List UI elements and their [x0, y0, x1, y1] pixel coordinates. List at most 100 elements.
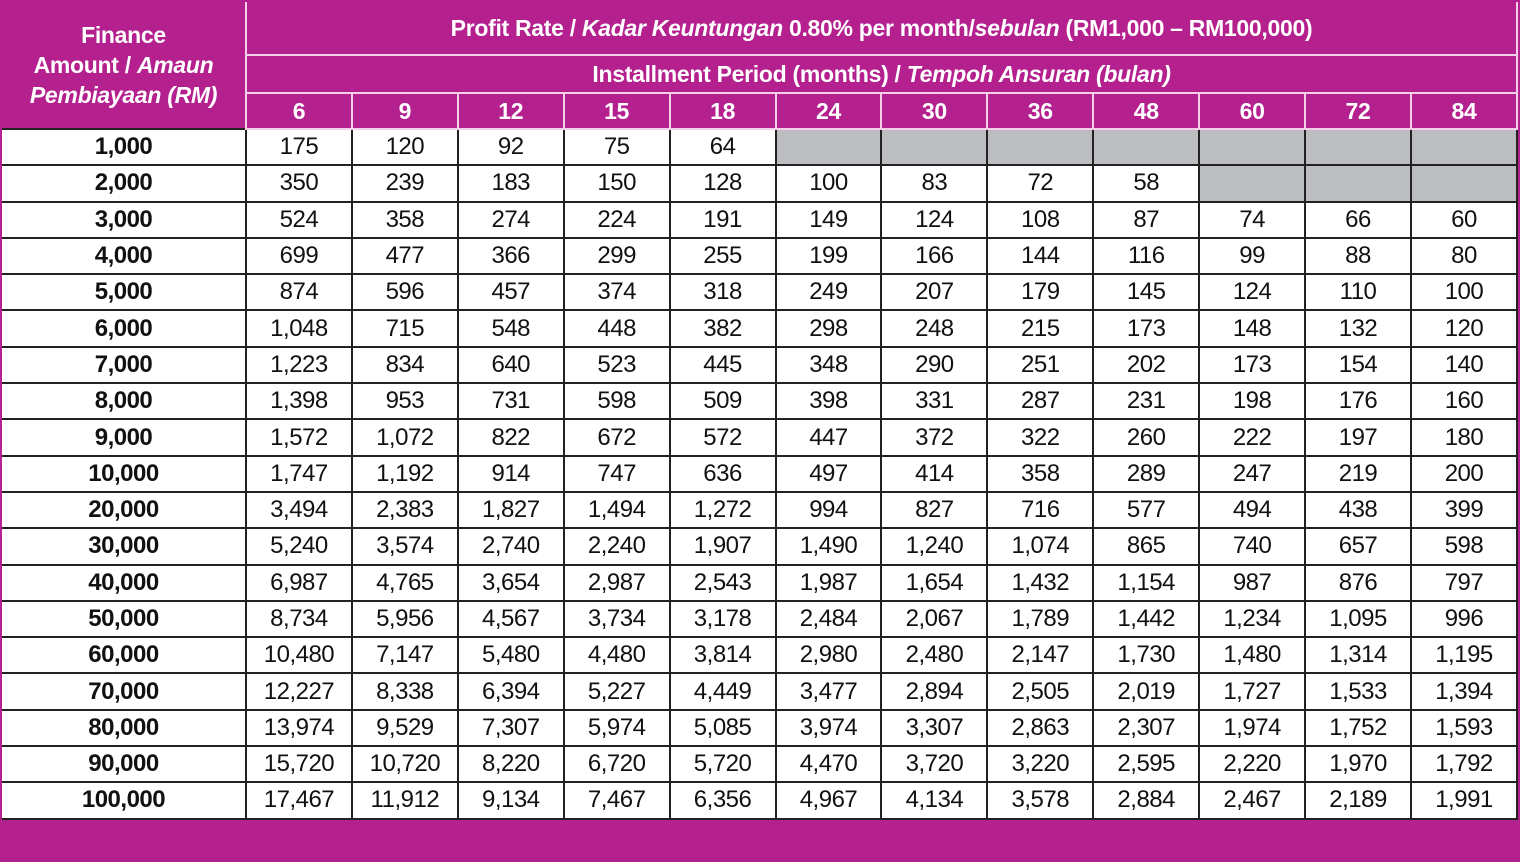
installment-cell: 140	[1409, 345, 1519, 385]
finance-amount-cell: 8,000	[2, 382, 247, 421]
installment-cell: 207	[880, 273, 989, 312]
installment-cell: 1,048	[245, 309, 353, 348]
installment-cell: 3,307	[880, 708, 989, 748]
installment-cell: 348	[774, 345, 883, 385]
installment-cell: 3,574	[350, 527, 459, 566]
installment-cell: 110	[1304, 273, 1412, 312]
table-row: 4,000 699 477 366 299 255 199 166 144 116 99 88 80	[2, 236, 1519, 276]
installment-cell: 215	[986, 309, 1095, 348]
title-text-italic: sebulan	[974, 14, 1060, 41]
installment-cell: 731	[456, 382, 565, 421]
period-title-row: Installment Period (months) / Tempoh Ans…	[2, 54, 1518, 94]
installment-cell: 3,720	[880, 745, 989, 784]
period-header: 9	[350, 92, 459, 130]
installment-cell: 996	[1409, 599, 1519, 639]
installment-cell: 447	[774, 418, 883, 457]
period-header: 18	[668, 92, 777, 130]
installment-cell: 358	[986, 454, 1095, 493]
installment-cell: 1,533	[1304, 672, 1412, 711]
installment-cell: 224	[562, 200, 671, 239]
installment-cell: 15,720	[245, 745, 353, 784]
installment-cell: 1,970	[1304, 745, 1412, 784]
installment-cell: 9,529	[350, 708, 459, 748]
finance-amount-cell: 9,000	[2, 418, 247, 457]
installment-cell: 260	[1092, 418, 1201, 457]
installment-cell: 1,792	[1409, 745, 1519, 784]
period-text-italic: Tempoh Ansuran (bulan)	[906, 60, 1171, 87]
installment-cell: 173	[1198, 345, 1307, 385]
period-header: 60	[1198, 92, 1307, 130]
installment-cell: 699	[245, 236, 353, 276]
installment-cell: 497	[774, 454, 883, 493]
installment-cell: 4,967	[774, 781, 883, 820]
installment-cell: 1,730	[1092, 636, 1201, 675]
installment-cell: 247	[1198, 454, 1307, 493]
installment-table: Finance Amount / Amaun Pembiayaan (RM) P…	[2, 2, 1519, 820]
installment-cell: 358	[350, 200, 459, 239]
finance-amount-cell: 80,000	[2, 708, 247, 748]
installment-cell: 222	[1198, 418, 1307, 457]
installment-cell: 58	[1092, 164, 1201, 203]
installment-cell: 75	[562, 127, 671, 167]
installment-cell: 1,223	[245, 345, 353, 385]
unavailable-cell	[1092, 127, 1201, 167]
unavailable-cell	[1198, 164, 1307, 203]
installment-cell: 239	[350, 164, 459, 203]
installment-cell: 2,480	[880, 636, 989, 675]
period-text: Installment Period (months) /	[592, 60, 907, 87]
header-text-italic: Amaun Pembiayaan (RM)	[29, 52, 218, 108]
installment-cell: 149	[774, 200, 883, 239]
table-row: 80,000 13,974 9,529 7,307 5,974 5,085 3,974 3,3…	[2, 708, 1519, 748]
installment-cell: 822	[456, 418, 565, 457]
installment-cell: 640	[456, 345, 565, 385]
installment-cell: 4,765	[350, 563, 459, 602]
installment-cell: 740	[1198, 527, 1307, 566]
installment-cell: 249	[774, 273, 883, 312]
installment-cell: 108	[986, 200, 1095, 239]
installment-cell: 874	[245, 273, 353, 312]
finance-amount-cell: 6,000	[2, 309, 247, 348]
unavailable-cell	[1304, 127, 1412, 167]
table-row: 3,000 524 358 274 224 191 149 124 108 87 74 66 60	[2, 200, 1519, 239]
unavailable-cell	[986, 127, 1095, 167]
installment-cell: 1,494	[562, 490, 671, 530]
period-header: 84	[1409, 92, 1519, 130]
installment-cell: 191	[668, 200, 777, 239]
installment-cell: 657	[1304, 527, 1412, 566]
finance-amount-cell: 4,000	[2, 236, 247, 276]
installment-cell: 80	[1409, 236, 1519, 276]
installment-cell: 2,240	[562, 527, 671, 566]
installment-cell: 12,227	[245, 672, 353, 711]
period-header: 15	[562, 92, 671, 130]
installment-cell: 17,467	[245, 781, 353, 820]
installment-cell: 524	[245, 200, 353, 239]
table-row: 70,000 12,227 8,338 6,394 5,227 4,449 3,477 2,8…	[2, 672, 1519, 711]
unavailable-cell	[880, 127, 989, 167]
installment-cell: 1,394	[1409, 672, 1519, 711]
installment-cell: 1,987	[774, 563, 883, 602]
header-text: Finance	[81, 22, 166, 48]
installment-cell: 1,398	[245, 382, 353, 421]
installment-cell: 1,654	[880, 563, 989, 602]
installment-cell: 88	[1304, 236, 1412, 276]
installment-cell: 672	[562, 418, 671, 457]
installment-cell: 3,974	[774, 708, 883, 748]
installment-cell: 834	[350, 345, 459, 385]
installment-cell: 374	[562, 273, 671, 312]
installment-cell: 202	[1092, 345, 1201, 385]
installment-cell: 248	[880, 309, 989, 348]
installment-cell: 92	[456, 127, 565, 167]
table-row: 2,000 350 239 183 150 128 100 83 72 58	[2, 164, 1519, 203]
installment-cell: 5,085	[668, 708, 777, 748]
installment-cell: 83	[880, 164, 989, 203]
unavailable-cell	[1198, 127, 1307, 167]
installment-cell: 6,356	[668, 781, 777, 820]
installment-cell: 128	[668, 164, 777, 203]
installment-cell: 398	[774, 382, 883, 421]
installment-cell: 1,991	[1409, 781, 1519, 820]
installment-cell: 1,572	[245, 418, 353, 457]
header-text: Amount /	[33, 52, 137, 78]
installment-cell: 457	[456, 273, 565, 312]
installment-cell: 124	[1198, 273, 1307, 312]
installment-cell: 200	[1409, 454, 1519, 493]
